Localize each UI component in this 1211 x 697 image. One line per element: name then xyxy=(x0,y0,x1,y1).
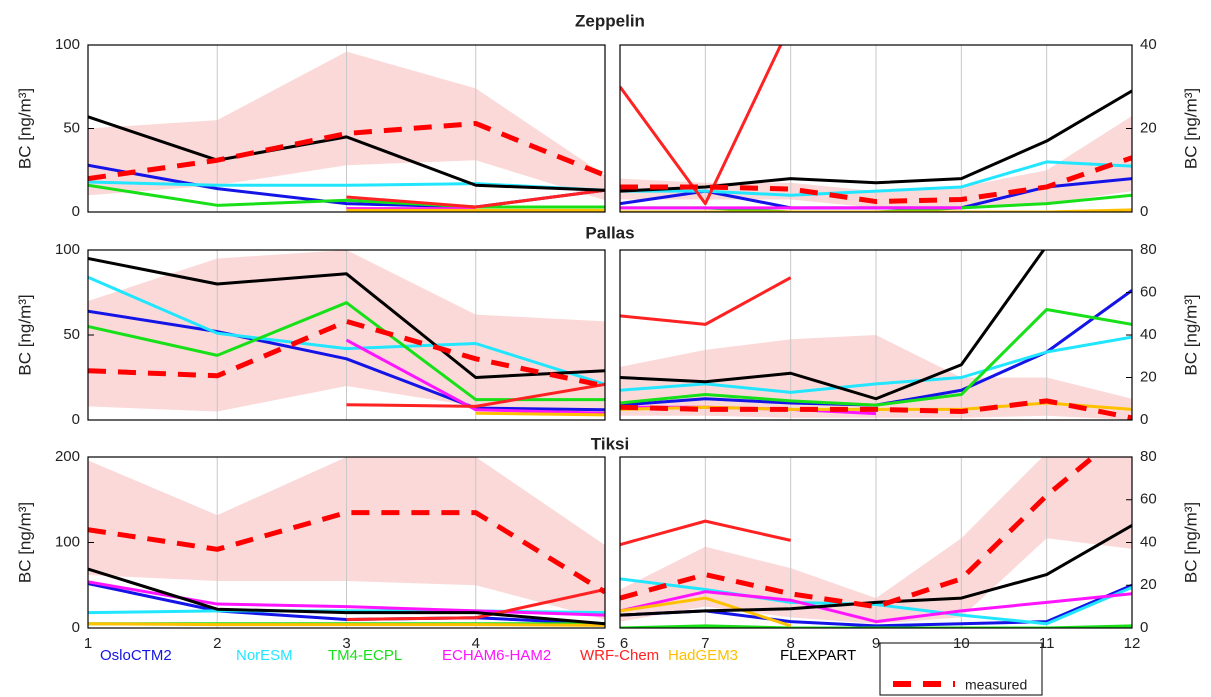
x-tick-label: 2 xyxy=(213,635,221,652)
x-tick-label: 8 xyxy=(786,635,794,652)
y-tick-label: 40 xyxy=(1140,36,1157,53)
series-line xyxy=(620,45,783,206)
series-line xyxy=(345,338,605,415)
y-tick-label: 0 xyxy=(1140,203,1148,220)
y-tick-label: 100 xyxy=(55,241,80,258)
plot-area xyxy=(620,250,1132,420)
y-tick-label: 20 xyxy=(1140,368,1157,385)
y-tick-label: 60 xyxy=(1140,491,1157,508)
legend-label: WRF-Chem xyxy=(580,647,659,664)
y-tick-label: 0 xyxy=(1140,619,1148,636)
panel-title: Tiksi xyxy=(591,434,629,453)
series-line xyxy=(88,622,605,627)
series-line xyxy=(620,590,1132,624)
series-line xyxy=(620,308,1132,407)
series-line xyxy=(88,183,605,209)
y-tick-label: 200 xyxy=(55,448,80,465)
series-line xyxy=(620,519,791,547)
panel-title: Pallas xyxy=(585,223,634,242)
series-line xyxy=(88,309,605,412)
x-tick-label: 1 xyxy=(84,635,92,652)
series-line xyxy=(620,398,1132,420)
series-line xyxy=(88,567,605,626)
series-line xyxy=(475,411,605,417)
x-tick-label: 9 xyxy=(872,635,880,652)
y-tick-label: 80 xyxy=(1140,448,1157,465)
range-band xyxy=(620,115,1132,208)
y-tick-label: 100 xyxy=(55,36,80,53)
series-line xyxy=(620,524,1132,617)
x-tick-label: 4 xyxy=(472,635,480,652)
legend-label: NorESM xyxy=(236,647,293,664)
plot-area xyxy=(620,457,1132,628)
y-tick-label: 40 xyxy=(1140,533,1157,550)
series-line xyxy=(88,257,605,379)
series-line xyxy=(346,588,605,621)
legend-label: HadGEM3 xyxy=(668,647,738,664)
y-tick-label: 60 xyxy=(1140,283,1157,300)
series-line xyxy=(620,335,1132,394)
y-tick-label: 20 xyxy=(1140,576,1157,593)
legend-label: FLEXPART xyxy=(780,647,856,664)
x-tick-label: 3 xyxy=(342,635,350,652)
y-tick-label: 50 xyxy=(63,326,80,343)
y-axis-label: BC [ng/m³] xyxy=(1181,502,1200,583)
series-line xyxy=(88,115,605,192)
y-axis-label: BC [ng/m³] xyxy=(15,502,34,583)
x-tick-label: 11 xyxy=(1039,635,1055,652)
y-axis-label: BC [ng/m³] xyxy=(1181,294,1200,375)
series-line xyxy=(620,250,1046,401)
legend-label: OsloCTM2 xyxy=(100,647,172,664)
panel-title: Zeppelin xyxy=(575,11,645,30)
series-line xyxy=(88,275,605,386)
legend-label: measured xyxy=(965,677,1027,693)
x-tick-label: 12 xyxy=(1124,635,1141,652)
y-tick-label: 40 xyxy=(1140,326,1157,343)
series-line xyxy=(620,577,1132,626)
series-line xyxy=(620,276,792,326)
series-line xyxy=(620,155,1132,205)
y-tick-label: 0 xyxy=(72,619,80,636)
y-tick-label: 50 xyxy=(63,119,80,136)
plot-area xyxy=(88,45,605,212)
plot-area xyxy=(88,457,605,628)
y-tick-label: 100 xyxy=(55,533,80,550)
series-line xyxy=(346,188,605,209)
y-axis-label: BC [ng/m³] xyxy=(15,294,34,375)
plot-area xyxy=(620,45,1132,212)
series-line xyxy=(620,624,1132,628)
plot-area xyxy=(88,250,605,420)
series-line xyxy=(620,89,1132,193)
y-tick-label: 0 xyxy=(72,411,80,428)
y-axis-label: BC [ng/m³] xyxy=(15,88,34,169)
y-tick-label: 80 xyxy=(1140,241,1157,258)
y-axis-label: BC [ng/m³] xyxy=(1181,88,1200,169)
series-line xyxy=(620,160,1132,197)
x-tick-label: 10 xyxy=(953,635,970,652)
y-tick-label: 0 xyxy=(72,203,80,220)
x-tick-label: 7 xyxy=(701,635,709,652)
y-tick-label: 0 xyxy=(1140,411,1148,428)
series-line xyxy=(346,382,605,408)
legend-label: ECHAM6-HAM2 xyxy=(442,647,551,664)
x-tick-label: 6 xyxy=(620,635,628,652)
legend-label: TM4-ECPL xyxy=(328,647,402,664)
y-tick-label: 20 xyxy=(1140,119,1157,136)
x-tick-label: 5 xyxy=(597,635,605,652)
